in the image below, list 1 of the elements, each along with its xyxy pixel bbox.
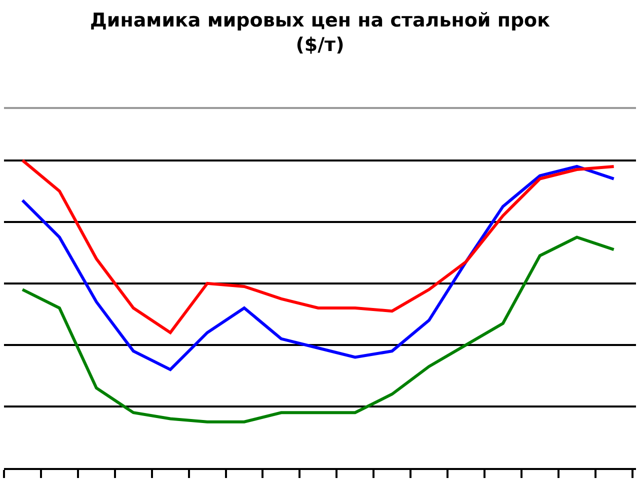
chart-title: Динамика мировых цен на стальной прок ($/т) — [90, 9, 550, 56]
